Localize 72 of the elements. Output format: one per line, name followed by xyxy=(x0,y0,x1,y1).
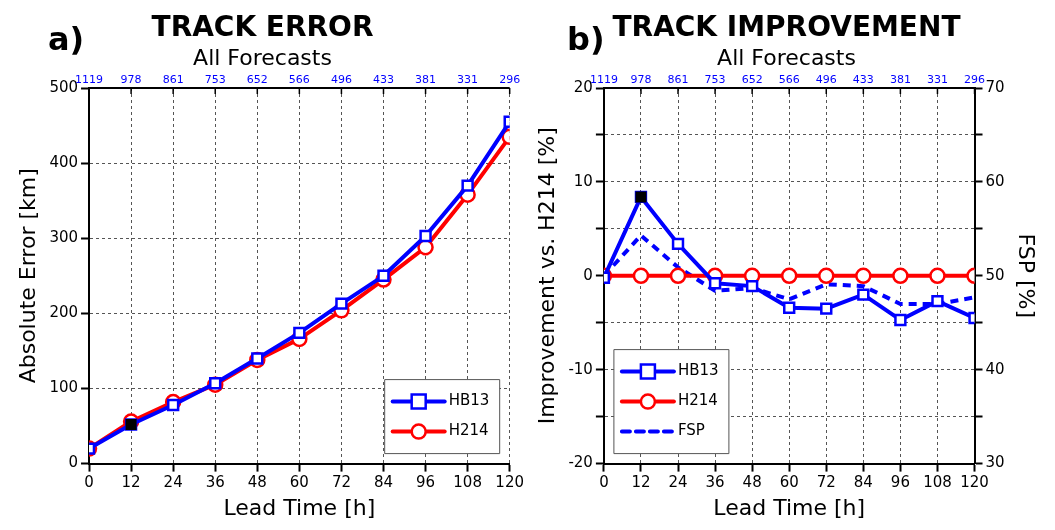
y2-tick-label: 40 xyxy=(985,359,1005,378)
text: 753 xyxy=(704,73,726,87)
text: 861 xyxy=(667,73,689,87)
y-tick-label: 300 xyxy=(49,228,79,247)
x-tick-label: 72 xyxy=(816,473,836,492)
x-tick-label: 0 xyxy=(599,473,609,492)
x-tick-label: 12 xyxy=(121,473,141,492)
y-tick-label: -10 xyxy=(568,359,593,378)
x-tick-label: 12 xyxy=(631,473,651,492)
text: 381 xyxy=(415,73,437,87)
legend-label: H214 xyxy=(677,391,718,410)
x-tick-label: 84 xyxy=(373,473,394,492)
text: 433 xyxy=(852,73,874,87)
x-tick-label: 0 xyxy=(84,473,94,492)
text: 296 xyxy=(499,73,521,87)
x-tick-label: 36 xyxy=(205,473,225,492)
x-tick-label: 60 xyxy=(779,473,799,492)
y-axis-title: Absolute Error [km] xyxy=(14,168,40,384)
y-tick-label: 400 xyxy=(49,153,79,172)
y-axis-title: Improvement vs. H214 [%] xyxy=(533,127,559,425)
y2-axis-title: FSP [%] xyxy=(1014,233,1040,319)
text: 978 xyxy=(120,73,142,87)
y-tick-label: 10 xyxy=(573,171,593,190)
y-tick-label: 0 xyxy=(68,453,79,472)
text: b) xyxy=(567,20,605,59)
legend-label: HB13 xyxy=(448,391,490,410)
y-tick-label: 200 xyxy=(49,303,79,322)
text: 566 xyxy=(288,73,310,87)
chart-title: TRACK ERROR xyxy=(151,10,374,44)
text: a) xyxy=(48,20,85,59)
x-tick-label: 48 xyxy=(247,473,267,492)
y2-tick-label: 30 xyxy=(985,453,1005,472)
legend-label: HB13 xyxy=(677,361,719,380)
text: 652 xyxy=(741,73,763,87)
x-tick-label: 36 xyxy=(705,473,725,492)
text: 978 xyxy=(630,73,652,87)
chart-subtitle: All Forecasts xyxy=(717,44,856,70)
y2-tick-label: 50 xyxy=(985,265,1005,284)
y2-tick-label: 70 xyxy=(985,77,1005,96)
x-tick-label: 108 xyxy=(453,473,482,492)
x-tick-label: 96 xyxy=(890,473,910,492)
x-tick-label: 120 xyxy=(495,473,525,492)
x-axis-title: Lead Time [h] xyxy=(713,494,866,520)
y-tick-label: 0 xyxy=(583,265,593,284)
text: 433 xyxy=(372,73,394,87)
legend-label: FSP xyxy=(677,421,705,440)
chart-title: TRACK IMPROVEMENT xyxy=(612,10,961,44)
y2-tick-label: 60 xyxy=(985,171,1005,190)
text: 861 xyxy=(162,73,184,87)
y-tick-label: 100 xyxy=(49,378,79,397)
text: 381 xyxy=(889,73,911,87)
x-tick-label: 72 xyxy=(331,473,351,492)
x-tick-label: 48 xyxy=(742,473,762,492)
x-tick-label: 120 xyxy=(960,473,989,492)
x-tick-label: 24 xyxy=(163,473,183,492)
x-axis-title: Lead Time [h] xyxy=(223,494,376,520)
x-tick-label: 24 xyxy=(668,473,688,492)
text: 566 xyxy=(778,73,800,87)
text: 331 xyxy=(926,73,948,87)
text: 753 xyxy=(204,73,226,87)
text: 652 xyxy=(246,73,268,87)
text: 496 xyxy=(815,73,837,87)
text: 296 xyxy=(964,73,986,87)
x-tick-label: 60 xyxy=(289,473,309,492)
x-tick-label: 96 xyxy=(416,473,436,492)
x-tick-label: 84 xyxy=(853,473,873,492)
x-tick-label: 108 xyxy=(923,473,952,492)
text: 331 xyxy=(457,73,479,87)
text: 496 xyxy=(330,73,352,87)
chart-subtitle: All Forecasts xyxy=(193,44,332,70)
y-tick-label: -20 xyxy=(568,453,593,472)
legend-label: H214 xyxy=(448,421,489,440)
